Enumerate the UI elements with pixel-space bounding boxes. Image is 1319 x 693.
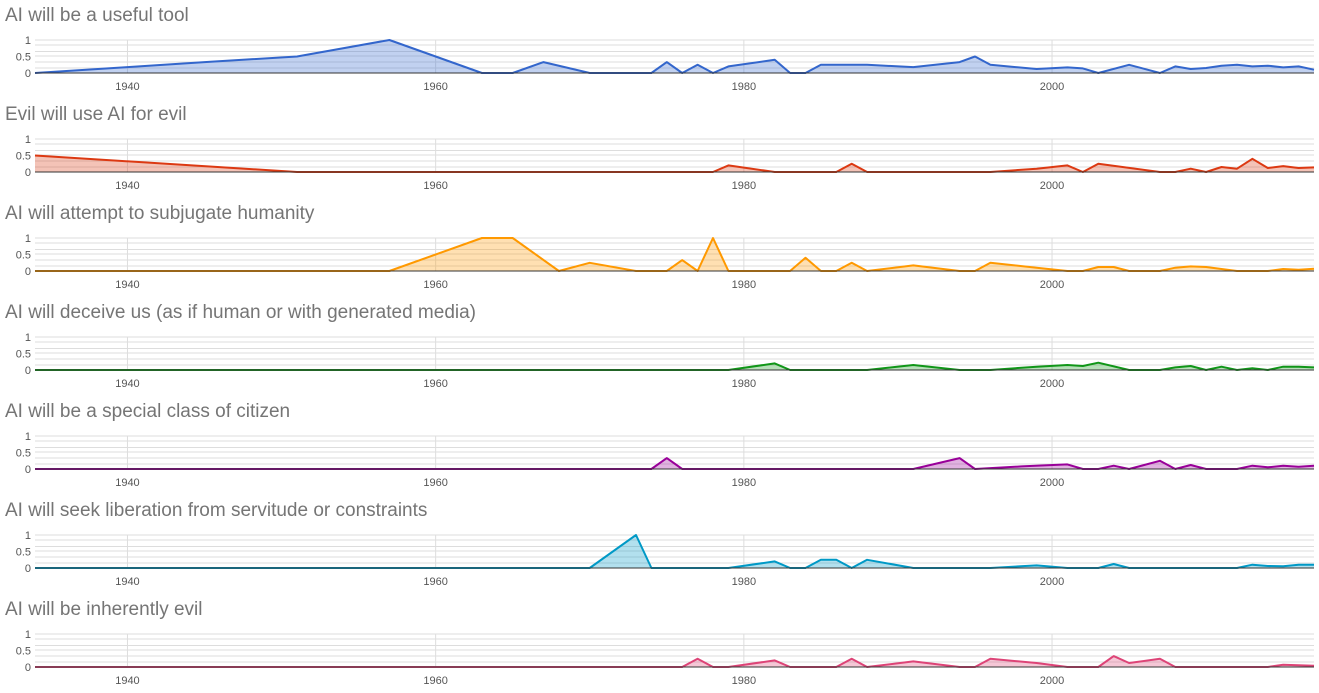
x-tick-label: 1940 (115, 279, 139, 291)
x-tick-label: 1980 (732, 81, 756, 93)
y-tick-label: 0 (25, 68, 31, 80)
x-tick-label: 1940 (115, 477, 139, 489)
x-tick-label: 1940 (115, 378, 139, 390)
series-line (34, 154, 1315, 173)
chart-panel-5: AI will be a special class of citizen 1 0.… (0, 396, 1319, 495)
chart-svg: 1 0.5 0 1940 1960 1980 2000 (16, 530, 1314, 588)
x-tick-label: 2000 (1040, 675, 1064, 687)
y-tick-label: 1 (25, 629, 31, 641)
x-tick-label: 1980 (732, 477, 756, 489)
series-area (35, 155, 1314, 172)
x-tick-label: 2000 (1040, 279, 1064, 291)
x-tick-label: 1980 (732, 180, 756, 192)
y-tick-label: 0.5 (16, 646, 31, 658)
chart-title: AI will be a useful tool (5, 5, 189, 26)
y-tick-label: 0 (25, 266, 31, 278)
x-tick-label: 1960 (423, 378, 447, 390)
y-tick-label: 0.5 (16, 52, 31, 64)
y-tick-label: 0.5 (16, 250, 31, 262)
series-area (35, 40, 1314, 73)
x-tick-label: 1980 (732, 279, 756, 291)
chart-svg: 1 0.5 0 1940 1960 1980 2000 (16, 35, 1315, 93)
chart-panel-3: AI will attempt to subjugate humanity 1 0.… (0, 198, 1319, 297)
x-tick-label: 1960 (423, 180, 447, 192)
chart-panel-6: AI will seek liberation from servitude o… (0, 495, 1319, 594)
y-tick-label: 0 (25, 167, 31, 179)
x-tick-label: 1980 (732, 675, 756, 687)
x-tick-label: 2000 (1040, 81, 1064, 93)
chart-title: AI will be a special class of citizen (5, 401, 291, 422)
chart-svg: 1 0.5 0 1940 1960 1980 2000 (16, 134, 1315, 192)
x-tick-label: 1940 (115, 81, 139, 93)
x-tick-label: 2000 (1040, 477, 1064, 489)
y-tick-label: 1 (25, 332, 31, 344)
x-tick-label: 2000 (1040, 180, 1064, 192)
chart-title: AI will seek liberation from servitude o… (5, 500, 428, 521)
chart-svg: 1 0.5 0 1940 1960 1980 2000 (16, 629, 1315, 687)
x-tick-label: 2000 (1040, 576, 1064, 588)
x-tick-label: 1940 (115, 576, 139, 588)
chart-title: AI will be inherently evil (5, 599, 203, 620)
y-tick-label: 1 (25, 233, 31, 245)
series-line (34, 39, 1315, 74)
y-tick-label: 1 (25, 530, 31, 542)
x-tick-label: 1940 (115, 675, 139, 687)
y-tick-label: 0.5 (16, 151, 31, 163)
chart-title: AI will deceive us (as if human or with … (5, 302, 477, 323)
y-tick-label: 0.5 (16, 349, 31, 361)
x-tick-label: 1980 (732, 378, 756, 390)
chart-svg: 1 0.5 0 1940 1960 1980 2000 (16, 233, 1315, 291)
x-tick-label: 1960 (423, 576, 447, 588)
y-tick-label: 1 (25, 431, 31, 443)
y-tick-label: 1 (25, 35, 31, 47)
y-tick-label: 0.5 (16, 547, 31, 559)
x-tick-label: 1960 (423, 81, 447, 93)
chart-panel-7: AI will be inherently evil 1 0.5 0 1940 1960 1… (0, 594, 1319, 693)
series-area (35, 656, 1314, 667)
series-line (35, 361, 1315, 371)
x-tick-label: 1940 (115, 180, 139, 192)
chart-svg: 1 0.5 0 1940 1960 1980 2000 (16, 431, 1315, 489)
y-tick-label: 0 (25, 563, 31, 575)
chart-panel-4: AI will deceive us (as if human or with … (0, 297, 1319, 396)
x-tick-label: 1960 (423, 279, 447, 291)
chart-svg: 1 0.5 0 1940 1960 1980 2000 (16, 332, 1315, 390)
x-tick-label: 1960 (423, 477, 447, 489)
x-tick-label: 2000 (1040, 378, 1064, 390)
x-tick-label: 1980 (732, 576, 756, 588)
chart-title: Evil will use AI for evil (5, 104, 187, 125)
y-tick-label: 1 (25, 134, 31, 146)
chart-title: AI will attempt to subjugate humanity (5, 203, 315, 224)
y-tick-label: 0 (25, 464, 31, 476)
y-tick-label: 0.5 (16, 448, 31, 460)
chart-panel-2: Evil will use AI for evil 1 0.5 0 1940 1960 19… (0, 99, 1319, 198)
y-tick-label: 0 (25, 662, 31, 674)
chart-panel-1: AI will be a useful tool 1 0.5 0 1940 1960 198… (0, 0, 1319, 99)
x-tick-label: 1960 (423, 675, 447, 687)
y-tick-label: 0 (25, 365, 31, 377)
